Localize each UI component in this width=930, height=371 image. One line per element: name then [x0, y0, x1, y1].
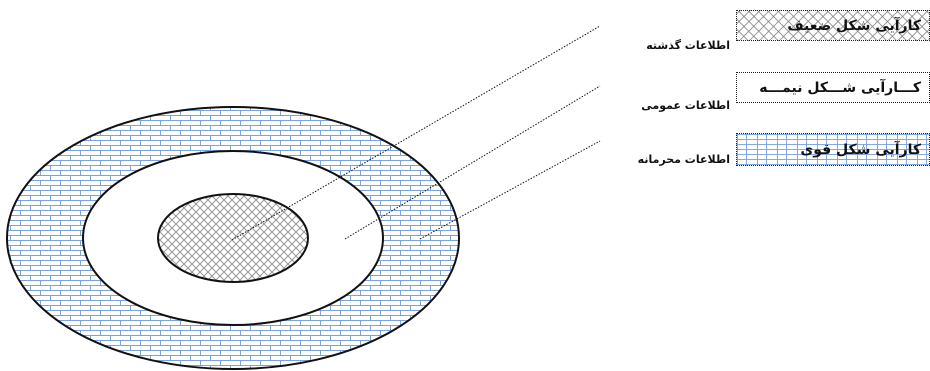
legend-label-semi: کـــارآیی شـــکل نیمـــه: [757, 78, 923, 97]
info-label-confidential: اطلاعات محرمانه: [637, 153, 730, 166]
info-label-past: اطلاعات گذشته: [646, 39, 730, 52]
legend-label-weak: کارآیی شکل ضعیف: [787, 17, 921, 34]
legend-box-semi: کـــارآیی شـــکل نیمـــه: [736, 72, 930, 103]
leader-line-strong: [419, 140, 601, 240]
legend-box-strong: کارآیی شکل قوی: [736, 133, 930, 166]
legend-box-weak: کارآیی شکل ضعیف: [736, 10, 930, 41]
info-label-public: اطلاعات عمومی: [641, 99, 730, 112]
leader-line-weak: [231, 25, 601, 241]
inner-ellipse-weak: [157, 193, 309, 283]
legend-label-strong: کارآیی شکل قوی: [800, 141, 921, 158]
